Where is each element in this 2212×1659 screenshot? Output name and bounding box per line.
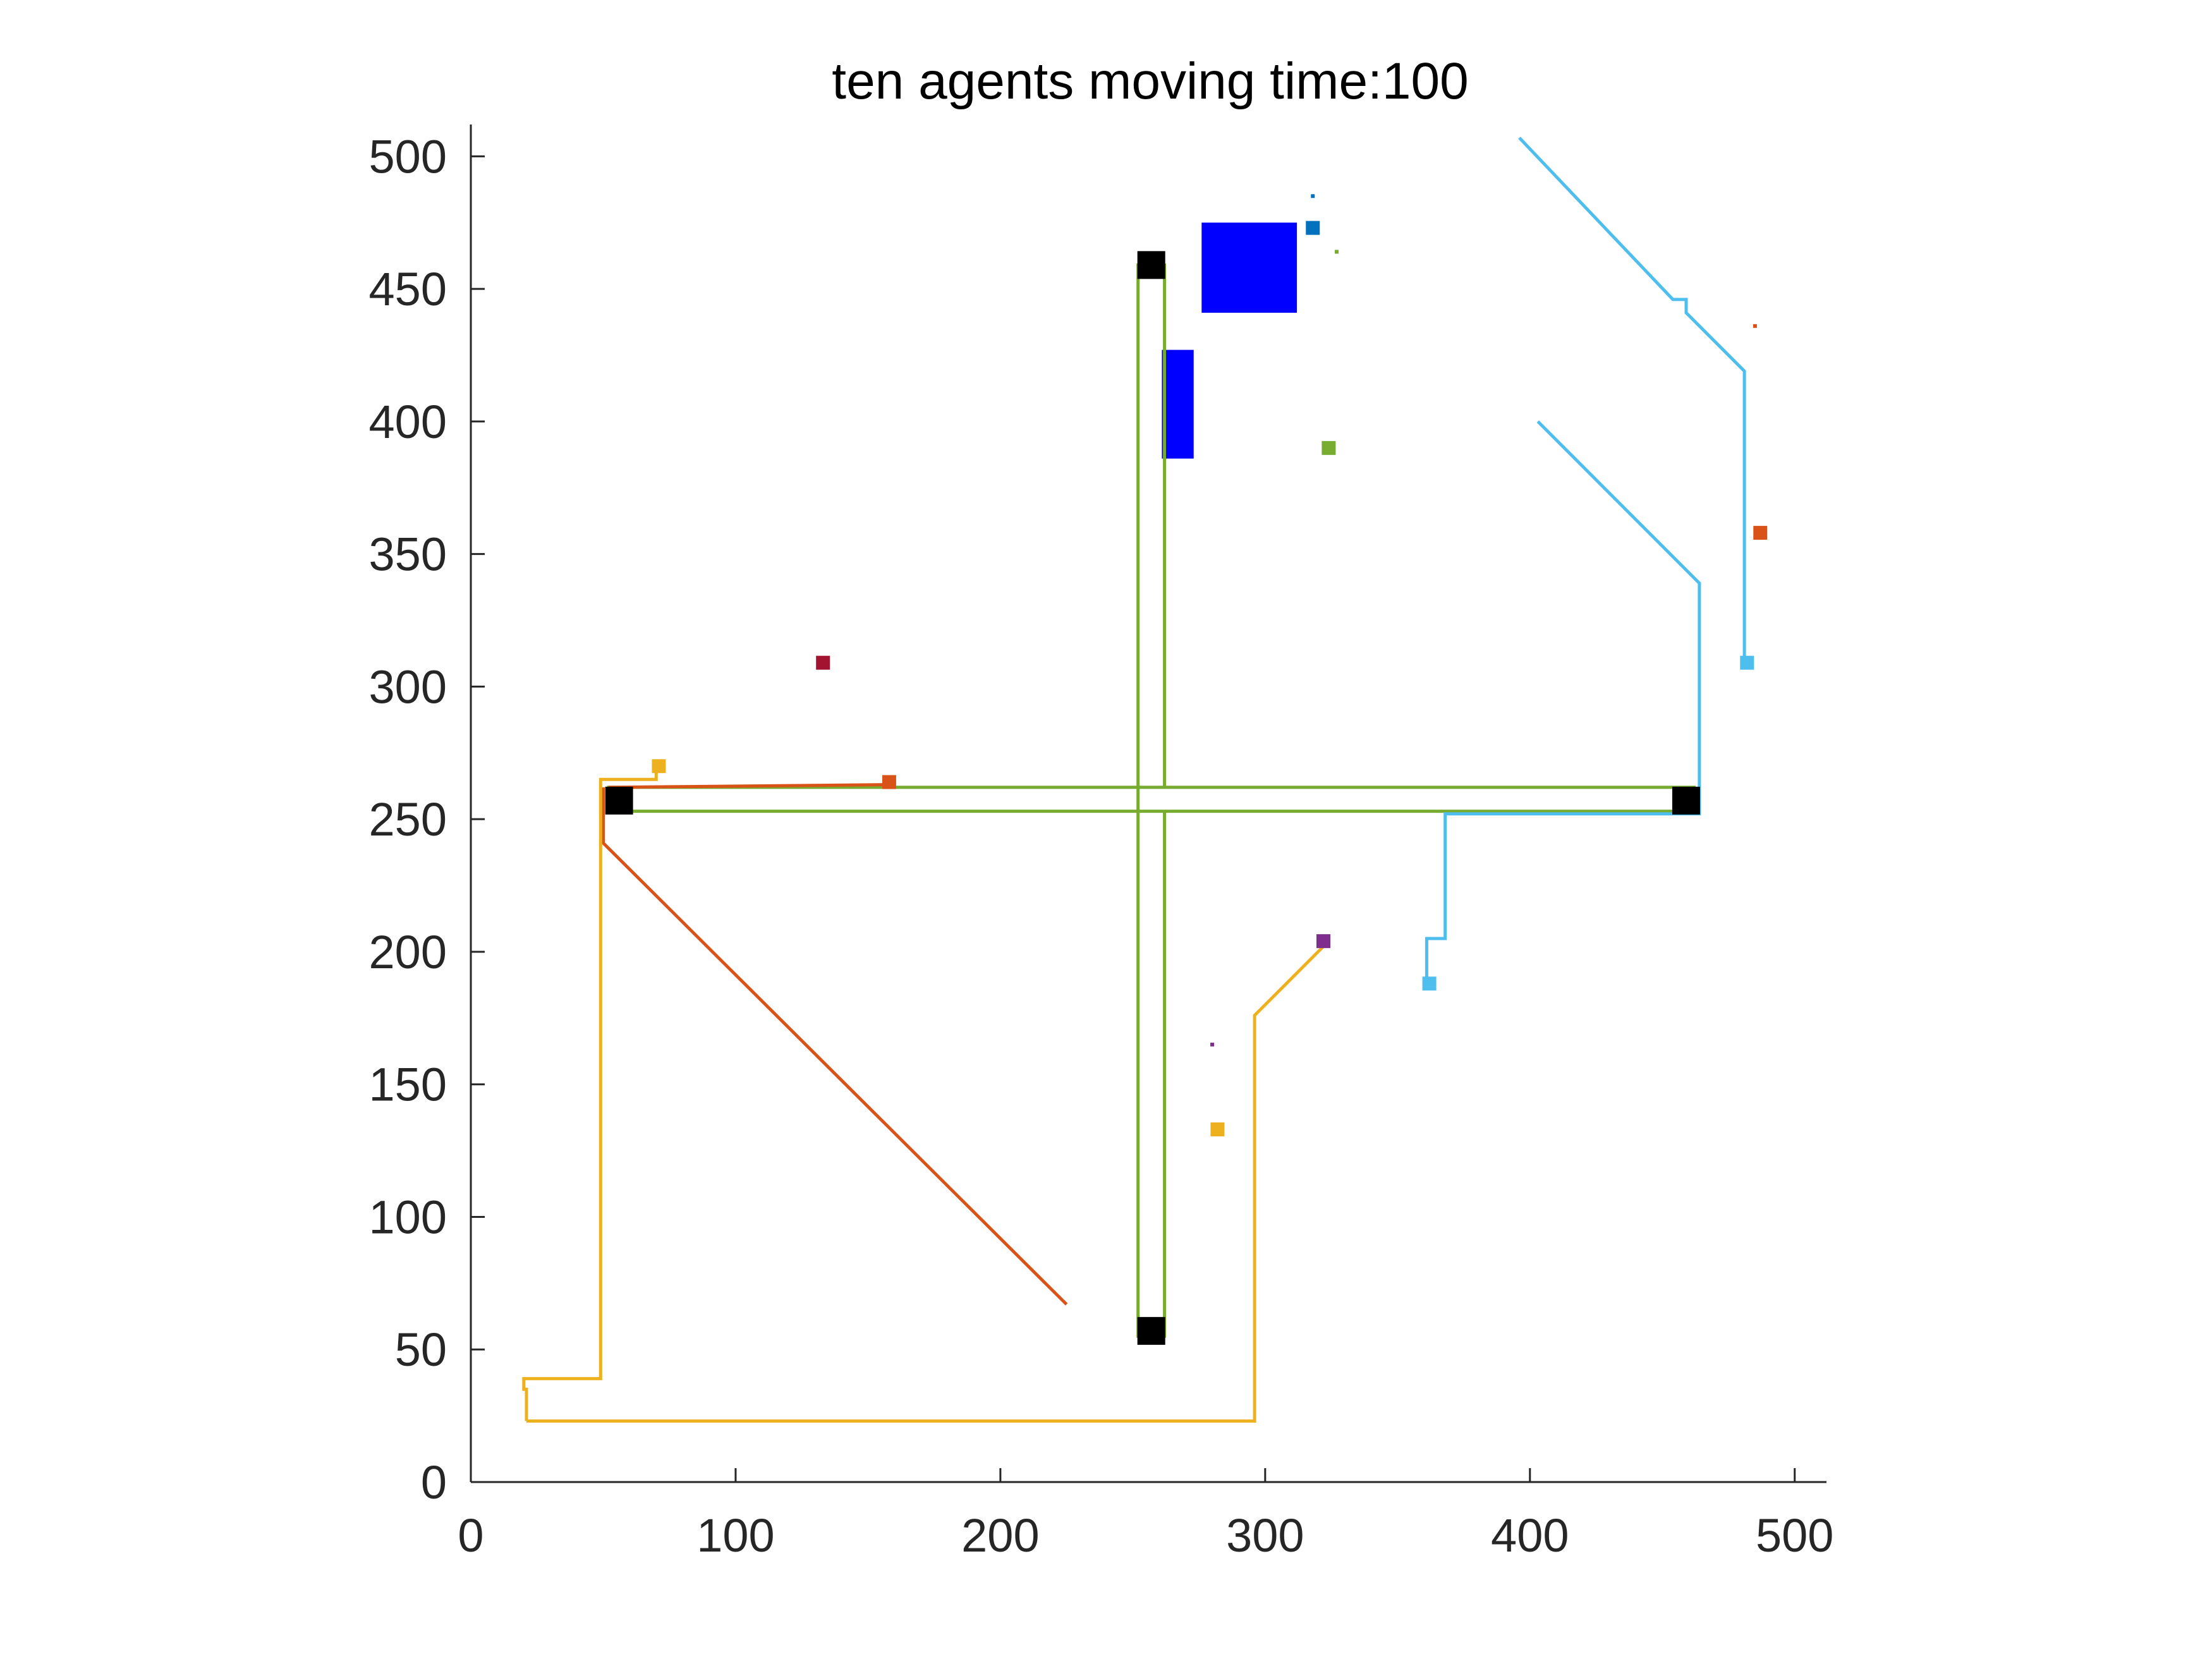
path-layer [522, 137, 1746, 1423]
x-tick-label-500: 500 [1756, 1509, 1833, 1562]
agent-marker-3 [1753, 526, 1768, 540]
agent-path-6 [526, 945, 1325, 1423]
agent-marker-10 [1210, 1122, 1225, 1137]
agent-path-5 [522, 769, 658, 1421]
agent-dot-1 [1311, 194, 1315, 198]
agent-layer [652, 194, 1768, 1137]
agent-marker-9 [1422, 976, 1437, 991]
agent-path-2 [1136, 263, 1167, 787]
x-tick-label-200: 200 [961, 1509, 1039, 1562]
obstacle-layer [1162, 222, 1297, 459]
y-tick-label-400: 400 [369, 396, 447, 448]
obstacle-1 [1201, 222, 1297, 313]
chart-title: ten agents moving time:100 [832, 52, 1469, 110]
waypoint-marker-4 [1137, 1316, 1165, 1345]
y-tick-label-250: 250 [369, 793, 447, 846]
x-tick-label-0: 0 [458, 1509, 483, 1562]
agent-marker-5 [816, 655, 830, 670]
waypoint-marker-3 [1137, 251, 1165, 279]
agent-path-7 [1425, 420, 1701, 984]
y-tick-label-300: 300 [369, 660, 447, 713]
y-tick-label-100: 100 [369, 1191, 447, 1243]
waypoint-marker-2 [1672, 786, 1700, 815]
waypoint-layer [605, 251, 1700, 1345]
agent-dot-4 [1210, 1042, 1215, 1047]
agent-path-3 [608, 783, 887, 789]
agent-marker-4 [1740, 655, 1754, 670]
agent-path-1 [607, 786, 1696, 1338]
y-tick-label-50: 50 [395, 1323, 447, 1376]
agent-marker-7 [882, 775, 896, 789]
agent-marker-2 [1322, 441, 1336, 455]
agent-path-8 [1518, 137, 1746, 663]
y-tick-label-150: 150 [369, 1059, 447, 1111]
waypoint-marker-1 [605, 786, 633, 815]
x-tick-label-400: 400 [1491, 1509, 1569, 1562]
agent-marker-1 [1306, 221, 1320, 235]
x-tick-label-100: 100 [696, 1509, 774, 1562]
agent-path-4 [602, 787, 1068, 1306]
agent-dot-3 [1753, 324, 1757, 328]
x-tick-label-300: 300 [1226, 1509, 1304, 1562]
y-tick-label-0: 0 [421, 1456, 447, 1509]
axes: 0 100 200 300 400 500 0 50 100 150 200 250 300 350 400… [369, 125, 1833, 1562]
y-tick-label-500: 500 [369, 130, 447, 183]
obstacle-2 [1162, 349, 1194, 459]
y-tick-label-450: 450 [369, 263, 447, 315]
agent-dot-2 [1334, 250, 1339, 254]
agent-marker-6 [652, 759, 666, 774]
y-tick-label-200: 200 [369, 926, 447, 978]
y-tick-label-350: 350 [369, 528, 447, 581]
agent-marker-8 [1316, 934, 1331, 949]
